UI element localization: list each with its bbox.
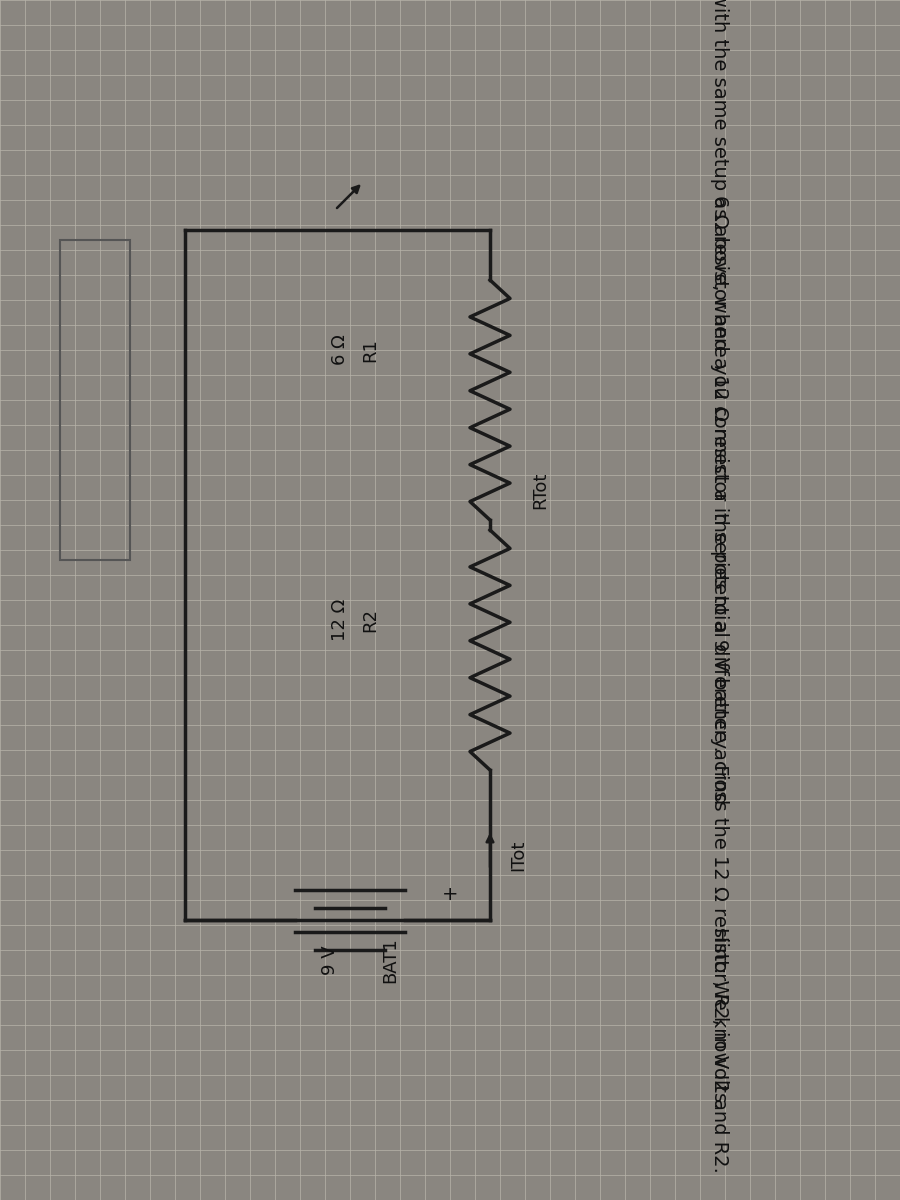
Text: +: + [442, 886, 458, 905]
Text: RTot: RTot [531, 472, 549, 509]
Text: 9 V: 9 V [321, 946, 339, 974]
Text: ITot: ITot [509, 839, 527, 871]
Text: 6 Ω: 6 Ω [331, 335, 349, 365]
Text: R2: R2 [361, 608, 379, 632]
Text: BAT1: BAT1 [381, 937, 399, 983]
Text: R1: R1 [361, 338, 379, 362]
Text: 12 Ω: 12 Ω [331, 599, 349, 641]
Text: Hint: We know I2 and R2.: Hint: We know I2 and R2. [710, 928, 730, 1172]
Text: 6 Ω resistor and a 12 Ω resistor in series to a 9 V battery.  Find: 6 Ω resistor and a 12 Ω resistor in seri… [710, 196, 730, 805]
Text: Continuing with the same setup as above, where you connect a: Continuing with the same setup as above,… [710, 0, 730, 500]
Text: the potential difference across the 12 Ω resistor, R2, in Volts.: the potential difference across the 12 Ω… [710, 512, 730, 1108]
